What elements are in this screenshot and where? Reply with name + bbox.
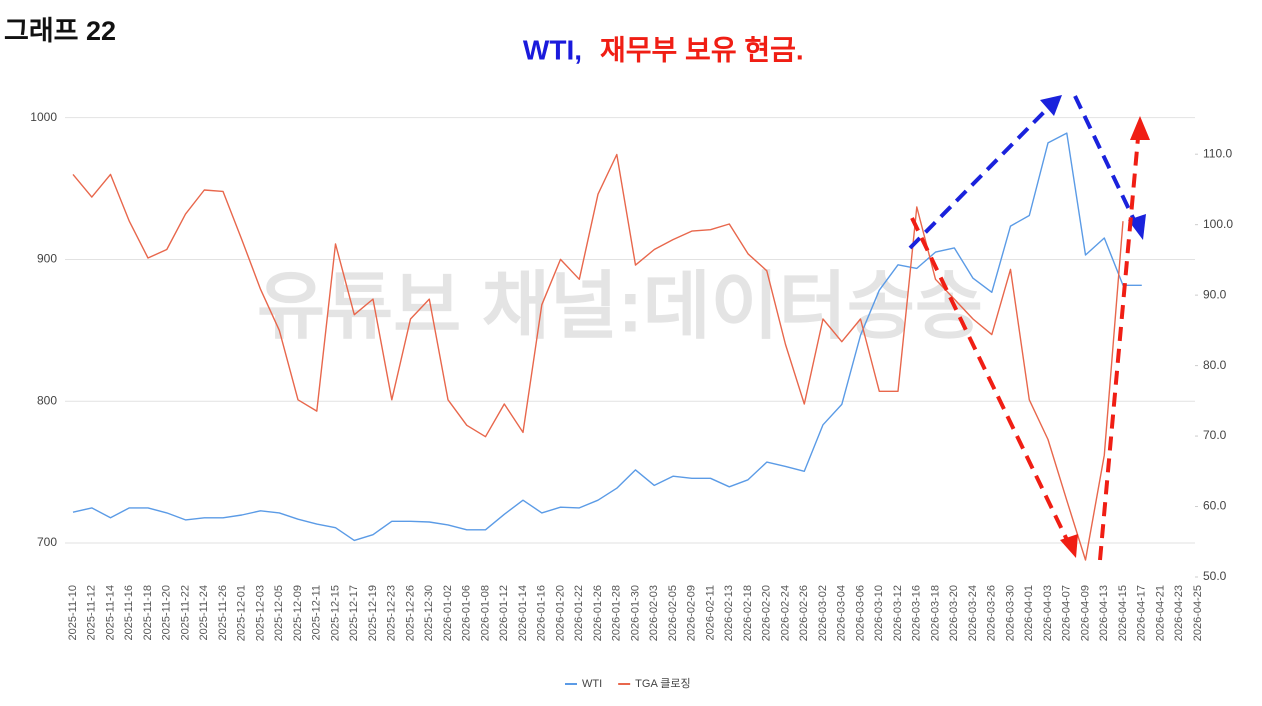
y2-tick-label: 100.0	[1203, 217, 1233, 231]
x-tick-label: 2026-02-09	[686, 585, 698, 641]
x-tick-label: 2026-01-16	[536, 585, 548, 641]
arrow-line	[908, 106, 1050, 250]
y-tick-label: 900	[37, 252, 57, 266]
y2-tick-label: 70.0	[1203, 428, 1227, 442]
x-tick-label: 2026-03-30	[1004, 585, 1016, 641]
x-tick-label: 2026-01-28	[611, 585, 623, 641]
x-tick-label: 2026-02-18	[742, 585, 754, 641]
x-tick-label: 2026-03-16	[911, 585, 923, 641]
x-tick-label: 2025-11-24	[198, 585, 210, 640]
x-tick-label: 2026-02-26	[798, 585, 810, 641]
x-tick-label: 2025-11-20	[161, 585, 173, 640]
x-tick-label: 2026-04-03	[1042, 585, 1054, 641]
x-tick-label: 2026-01-26	[592, 585, 604, 641]
x-tick-label: 2026-03-04	[836, 585, 848, 641]
x-tick-label: 2026-01-02	[442, 585, 454, 641]
x-tick-label: 2025-11-16	[123, 585, 135, 640]
x-tick-label: 2026-03-20	[948, 585, 960, 641]
y-tick-label: 800	[37, 393, 57, 407]
arrow-head	[1130, 116, 1150, 140]
x-tick-label: 2026-01-20	[554, 585, 566, 641]
grid: 700 800 900 1000 50.0 60.0 70.0 80.0 90.0 100.0 11…	[30, 110, 1233, 641]
x-tick-label: 2026-04-09	[1079, 585, 1091, 641]
x-tick-label: 2025-12-01	[236, 585, 248, 641]
x-tick-label: 2025-12-11	[311, 585, 323, 640]
x-tick-label: 2026-03-12	[892, 585, 904, 641]
x-tick-label: 2026-03-24	[967, 585, 979, 641]
x-tick-label: 2025-11-18	[142, 585, 154, 640]
x-tick-label: 2025-11-14	[104, 585, 116, 640]
y2-tick-label: 110.0	[1203, 146, 1232, 160]
legend: WTI TGA 클로징	[565, 677, 691, 690]
x-tick-label: 2026-03-02	[817, 585, 829, 641]
x-tick-label: 2025-12-09	[292, 585, 304, 641]
x-tick-label: 2026-02-24	[779, 585, 791, 641]
chart-title-tga: 재무부 보유 현금.	[600, 34, 804, 65]
x-tick-label: 2026-04-17	[1136, 585, 1148, 641]
x-tick-label: 2025-12-03	[254, 585, 266, 641]
x-tick-label: 2026-02-20	[761, 585, 773, 641]
x-tick-label: 2026-03-06	[854, 585, 866, 641]
arrow-head	[1060, 534, 1078, 558]
x-tick-label: 2026-01-08	[479, 585, 491, 641]
x-tick-label: 2025-12-05	[273, 585, 285, 641]
x-tick-label: 2026-04-21	[1154, 585, 1166, 641]
x-tick-label: 2025-12-17	[348, 585, 360, 641]
x-tick-label: 2026-01-14	[517, 585, 529, 641]
x-tick-label: 2025-12-15	[329, 585, 341, 641]
x-tick-label: 2026-04-15	[1117, 585, 1129, 641]
x-tick-label: 2025-12-23	[386, 585, 398, 641]
x-tick-label: 2026-02-03	[648, 585, 660, 641]
x-tick-label: 2026-03-18	[929, 585, 941, 641]
x-tick-label: 2026-02-13	[723, 585, 735, 641]
y-tick-label: 1000	[30, 110, 57, 124]
legend-label: TGA 클로징	[635, 677, 690, 690]
y2-tick-label: 80.0	[1203, 358, 1227, 372]
watermark: 유튜브 채널:데이터송송	[257, 265, 983, 348]
x-tick-label: 2026-04-13	[1098, 585, 1110, 641]
x-tick-label: 2026-03-10	[873, 585, 885, 641]
y2-tick-label: 90.0	[1203, 287, 1227, 301]
annotation-arrows	[908, 95, 1150, 561]
x-tick-label: 2026-01-30	[629, 585, 641, 641]
arrow-head	[1040, 95, 1062, 116]
arrow-line	[1073, 95, 1137, 223]
y-tick-label: 700	[37, 535, 57, 549]
arrow-line	[910, 217, 1070, 543]
arrow-line	[1098, 137, 1140, 561]
x-tick-label: 2026-02-05	[667, 585, 679, 641]
legend-label: WTI	[582, 678, 602, 690]
x-tick-label: 2025-11-26	[217, 585, 229, 640]
x-tick-label: 2025-12-30	[423, 585, 435, 641]
x-tick-label: 2025-11-22	[179, 585, 191, 640]
x-tick-label: 2025-12-19	[367, 585, 379, 641]
x-tick-label: 2026-01-06	[461, 585, 473, 641]
plot	[72, 132, 1142, 561]
y2-tick-label: 60.0	[1203, 499, 1227, 513]
x-tick-label: 2025-11-12	[86, 585, 98, 640]
series-line	[72, 153, 1124, 561]
x-tick-label: 2026-04-23	[1173, 585, 1185, 641]
heading: 그래프 22	[4, 16, 116, 46]
x-tick-label: 2026-01-12	[498, 585, 510, 641]
x-tick-label: 2026-03-26	[986, 585, 998, 641]
y2-tick-label: 50.0	[1203, 569, 1227, 583]
chart-title-wti: WTI,	[523, 34, 582, 65]
x-tick-label: 2025-11-10	[67, 585, 79, 640]
x-tick-label: 2026-01-22	[573, 585, 585, 641]
x-tick-label: 2026-04-07	[1061, 585, 1073, 641]
x-tick-label: 2026-04-01	[1023, 585, 1035, 641]
x-tick-label: 2026-04-25	[1192, 585, 1204, 641]
x-tick-label: 2026-02-11	[704, 585, 716, 640]
x-tick-label: 2025-12-26	[404, 585, 416, 641]
series-line	[72, 132, 1142, 542]
